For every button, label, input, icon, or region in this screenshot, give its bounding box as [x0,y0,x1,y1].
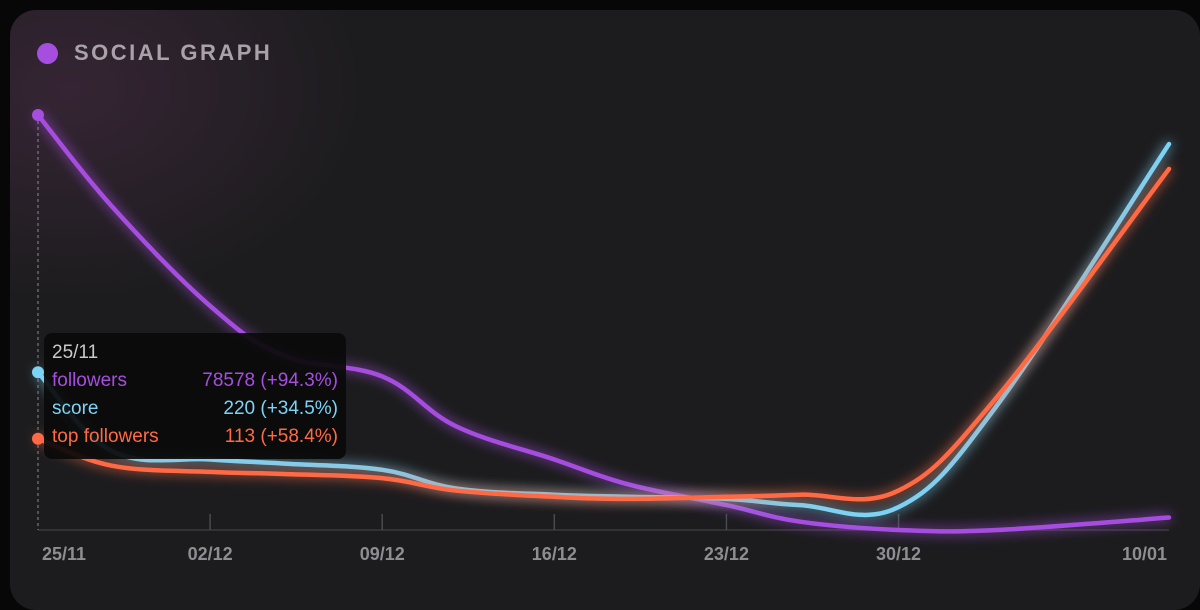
x-tick-label: 30/12 [876,544,921,564]
tooltip-value-score: 220 (+34.5%) [223,398,338,419]
tooltip-label-top-followers: top followers [52,426,159,447]
card-header: SOCIAL GRAPH [37,40,272,66]
series-line-followers [35,112,1172,534]
x-tick-label: 16/12 [532,544,577,564]
series-line-top-followers [35,166,1172,502]
tooltip-row-top-followers: top followers 113 (+58.4%) [52,423,338,451]
tooltip-value-top-followers: 113 (+58.4%) [224,426,338,447]
chart-tooltip: 25/11 followers 78578 (+94.3%) score 220… [44,333,346,459]
x-axis: 25/11 02/12 09/12 16/12 23/12 30/12 10/01 [38,514,1169,564]
x-tick-label: 23/12 [704,544,749,564]
x-tick-label: 10/01 [1122,544,1167,564]
x-tick-label: 02/12 [188,544,233,564]
title-dot-icon [37,42,58,64]
hover-marker-layer [32,109,44,530]
series-layer [35,112,1172,534]
tooltip-row-score: score 220 (+34.5%) [52,395,338,423]
tooltip-label-score: score [52,398,99,419]
social-graph-card: SOCIAL GRAPH [10,10,1200,610]
card-title: SOCIAL GRAPH [74,40,273,65]
line-chart[interactable]: 25/11 02/12 09/12 16/12 23/12 30/12 10/01 [0,0,1200,587]
series-line-score [35,141,1172,518]
tooltip-row-followers: followers 78578 (+94.3%) [52,367,338,395]
tooltip-value-followers: 78578 (+94.3%) [202,370,338,391]
hover-point-score [32,366,44,379]
tooltip-date: 25/11 [52,342,99,363]
hover-point-top-followers [32,432,44,445]
x-tick-label: 09/12 [360,544,405,564]
x-tick-label: 25/11 [42,544,86,564]
hover-point-followers [32,109,44,121]
tooltip-label-followers: followers [52,370,127,391]
